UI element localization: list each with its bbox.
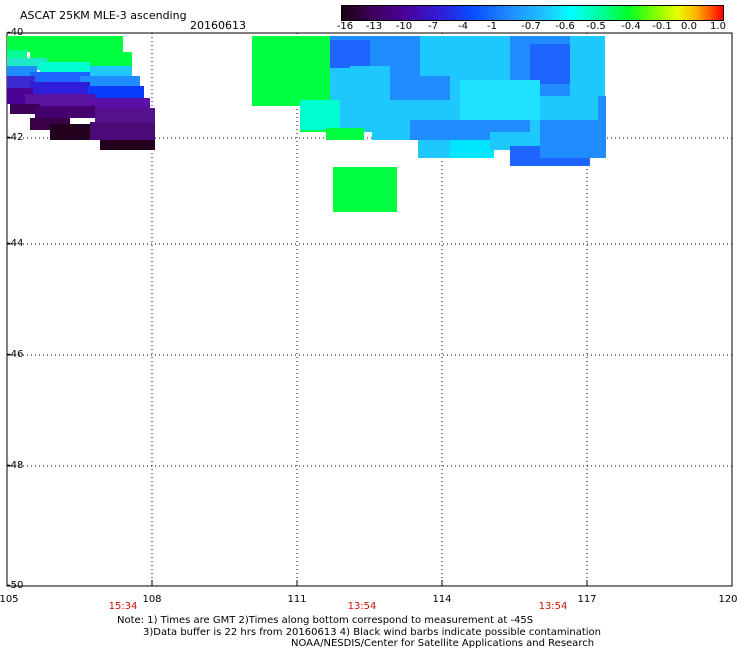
note-line-1: Note: 1) Times are GMT 2)Times along bot…: [117, 615, 534, 626]
lat-label: -40: [7, 27, 24, 38]
map-date: 20160613: [190, 19, 246, 32]
lat-label: -42: [7, 132, 24, 143]
swath-left: [7, 36, 155, 150]
lon-label: 105: [0, 594, 19, 605]
colorbar-label: 0.0: [681, 21, 697, 32]
lat-label: -48: [7, 460, 24, 471]
colorbar-label: 1.0: [710, 21, 726, 32]
colorbar-label: -0.7: [521, 21, 541, 32]
colorbar-label: -0.6: [555, 21, 575, 32]
lon-label: 120: [718, 594, 738, 605]
axis-ticks: [7, 32, 588, 586]
swath-right: [252, 36, 606, 212]
colorbar-label: -13: [365, 21, 383, 32]
colorbar-label: -1: [487, 21, 497, 32]
lat-label: -46: [7, 349, 24, 360]
time-label: 13:54: [538, 601, 568, 612]
lat-label: -50: [7, 580, 24, 591]
map-title: ASCAT 25KM MLE-3 ascending: [20, 9, 187, 22]
colorbar-label: -16: [336, 21, 354, 32]
lat-label: -44: [7, 238, 24, 249]
note-line-2: 3)Data buffer is 22 hrs from 20160613 4)…: [143, 627, 601, 638]
colorbar: [341, 5, 724, 21]
colorbar-label: -4: [458, 21, 468, 32]
colorbar-label: -0.4: [621, 21, 641, 32]
colorbar-label: -0.1: [652, 21, 672, 32]
lon-label: 108: [142, 594, 162, 605]
colorbar-label: -0.5: [586, 21, 606, 32]
lon-label: 117: [577, 594, 597, 605]
lon-label: 114: [432, 594, 452, 605]
colorbar-label: -10: [395, 21, 413, 32]
map-frame: [6, 32, 733, 587]
lon-label: 111: [287, 594, 307, 605]
note-line-3: NOAA/NESDIS/Center for Satellite Applica…: [291, 638, 595, 649]
time-label: 15:34: [108, 601, 138, 612]
time-label: 13:54: [347, 601, 377, 612]
colorbar-label: -7: [428, 21, 438, 32]
